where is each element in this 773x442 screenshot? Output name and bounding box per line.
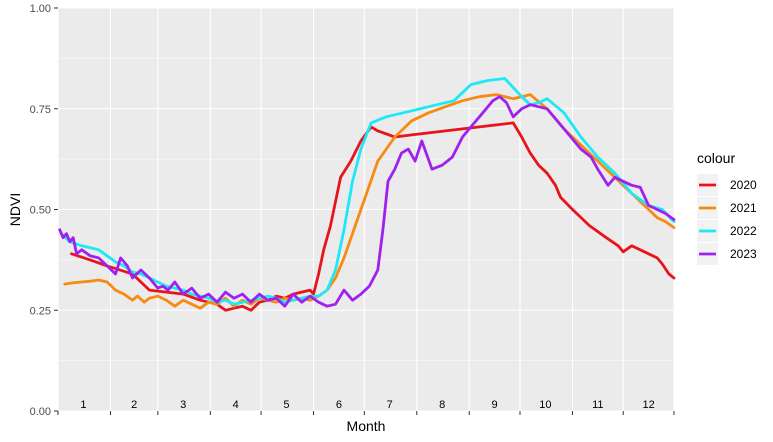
series-lines [58,77,676,312]
legend: colour 2020 2021 2022 2023 [697,150,757,265]
series-line-2023 [58,95,676,308]
y-axis: 0.00 0.25 0.50 0.75 1.00 [30,3,58,418]
month-label: 6 [336,399,342,411]
month-labels: 1 2 3 4 5 6 7 8 9 10 11 12 [80,399,654,411]
legend-label-2023: 2023 [730,247,757,261]
legend-label-2021: 2021 [730,201,757,215]
month-label: 1 [80,399,86,411]
month-label: 11 [592,399,603,411]
series-line-2022 [60,77,676,306]
y-tick-label: 1.00 [30,3,51,15]
month-label: 12 [642,399,654,411]
y-tick-label: 0.00 [30,406,51,418]
y-tick-label: 0.50 [30,205,51,217]
month-label: 7 [387,399,393,411]
legend-label-2020: 2020 [730,178,757,192]
minor-grid [58,58,674,361]
month-label: 5 [283,399,289,411]
y-tick-label: 0.25 [30,305,51,317]
month-label: 4 [233,399,239,411]
month-label: 8 [439,399,445,411]
x-axis [57,411,675,415]
y-axis-title: NDVI [7,193,23,226]
series-line-2020 [70,121,676,312]
month-label: 3 [180,399,186,411]
y-tick-label: 0.75 [30,104,51,116]
x-axis-title: Month [347,418,386,434]
legend-title: colour [697,150,735,166]
month-label: 2 [131,399,137,411]
month-label: 10 [539,399,551,411]
month-label: 9 [492,399,498,411]
legend-label-2022: 2022 [730,224,757,238]
